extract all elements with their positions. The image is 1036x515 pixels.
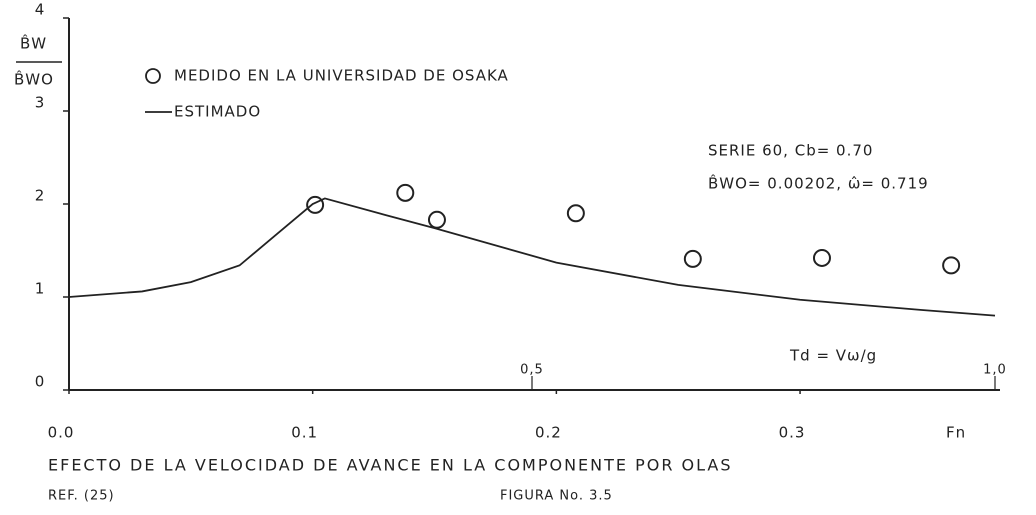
data-point (683, 249, 702, 268)
x-tick-label: 0.3 (779, 424, 806, 442)
y-tick-label: 0 (35, 373, 46, 391)
x-label: Fn (946, 424, 966, 442)
estimate-line (68, 197, 996, 317)
y-label-denominator: B̂WO (14, 70, 54, 89)
figure-label: FIGURA No. 3.5 (500, 489, 613, 504)
y-tick-label: 3 (35, 94, 46, 112)
data-point (942, 256, 961, 275)
x-tick-label: 0.2 (535, 424, 562, 442)
annotation: B̂WO= 0.00202, ω̂= 0.719 (708, 174, 929, 193)
x-tick-label: 0.0 (48, 424, 75, 442)
x2-tick-label: 0,5 (520, 363, 544, 378)
data-point (306, 195, 325, 214)
y-tick-label: 2 (35, 187, 46, 205)
x-tick-label: 0.1 (291, 424, 318, 442)
reference: REF. (25) (48, 489, 115, 504)
data-point (812, 248, 831, 267)
legend-label: ESTIMADO (174, 103, 261, 121)
data-point (427, 210, 446, 229)
caption: EFECTO DE LA VELOCIDAD DE AVANCE EN LA C… (48, 456, 733, 475)
y-label-numerator: B̂W (20, 34, 47, 53)
data-point (566, 204, 585, 223)
annotation: SERIE 60, Cb= 0.70 (708, 142, 873, 160)
legend-label: MEDIDO EN LA UNIVERSIDAD DE OSAKA (174, 67, 509, 85)
legend-marker (145, 68, 161, 84)
x2-tick-label: 1,0 (983, 363, 1007, 378)
data-point (396, 183, 415, 202)
y-tick-label: 1 (35, 280, 46, 298)
x2-label: Td = Vω/g (789, 347, 877, 365)
y-tick-label: 4 (35, 1, 46, 19)
